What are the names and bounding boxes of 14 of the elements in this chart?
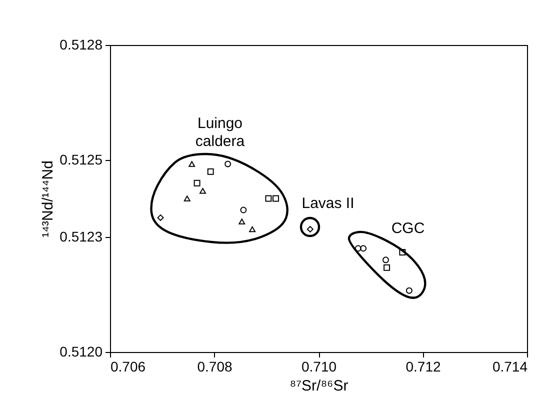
y-tick-label: 0.5125 — [60, 152, 103, 168]
annotation: Lavas II — [302, 195, 354, 212]
y-axis-title: ¹⁴³Nd/¹⁴⁴Nd — [40, 160, 57, 238]
y-tick-label: 0.5120 — [60, 344, 103, 360]
annotation: CGC — [391, 220, 425, 237]
x-tick-label: 0.712 — [406, 358, 441, 374]
y-tick-label: 0.5123 — [60, 228, 103, 244]
x-tick-label: 0.714 — [492, 358, 528, 374]
x-tick-label: 0.710 — [301, 358, 337, 374]
annotation: Luingo caldera — [195, 115, 246, 150]
x-axis-title: ⁸⁷Sr/⁸⁶Sr — [290, 378, 348, 394]
y-tick-label: 0.5128 — [60, 36, 103, 52]
x-tick-label: 0.708 — [197, 358, 232, 374]
x-tick-label: 0.706 — [110, 358, 146, 374]
